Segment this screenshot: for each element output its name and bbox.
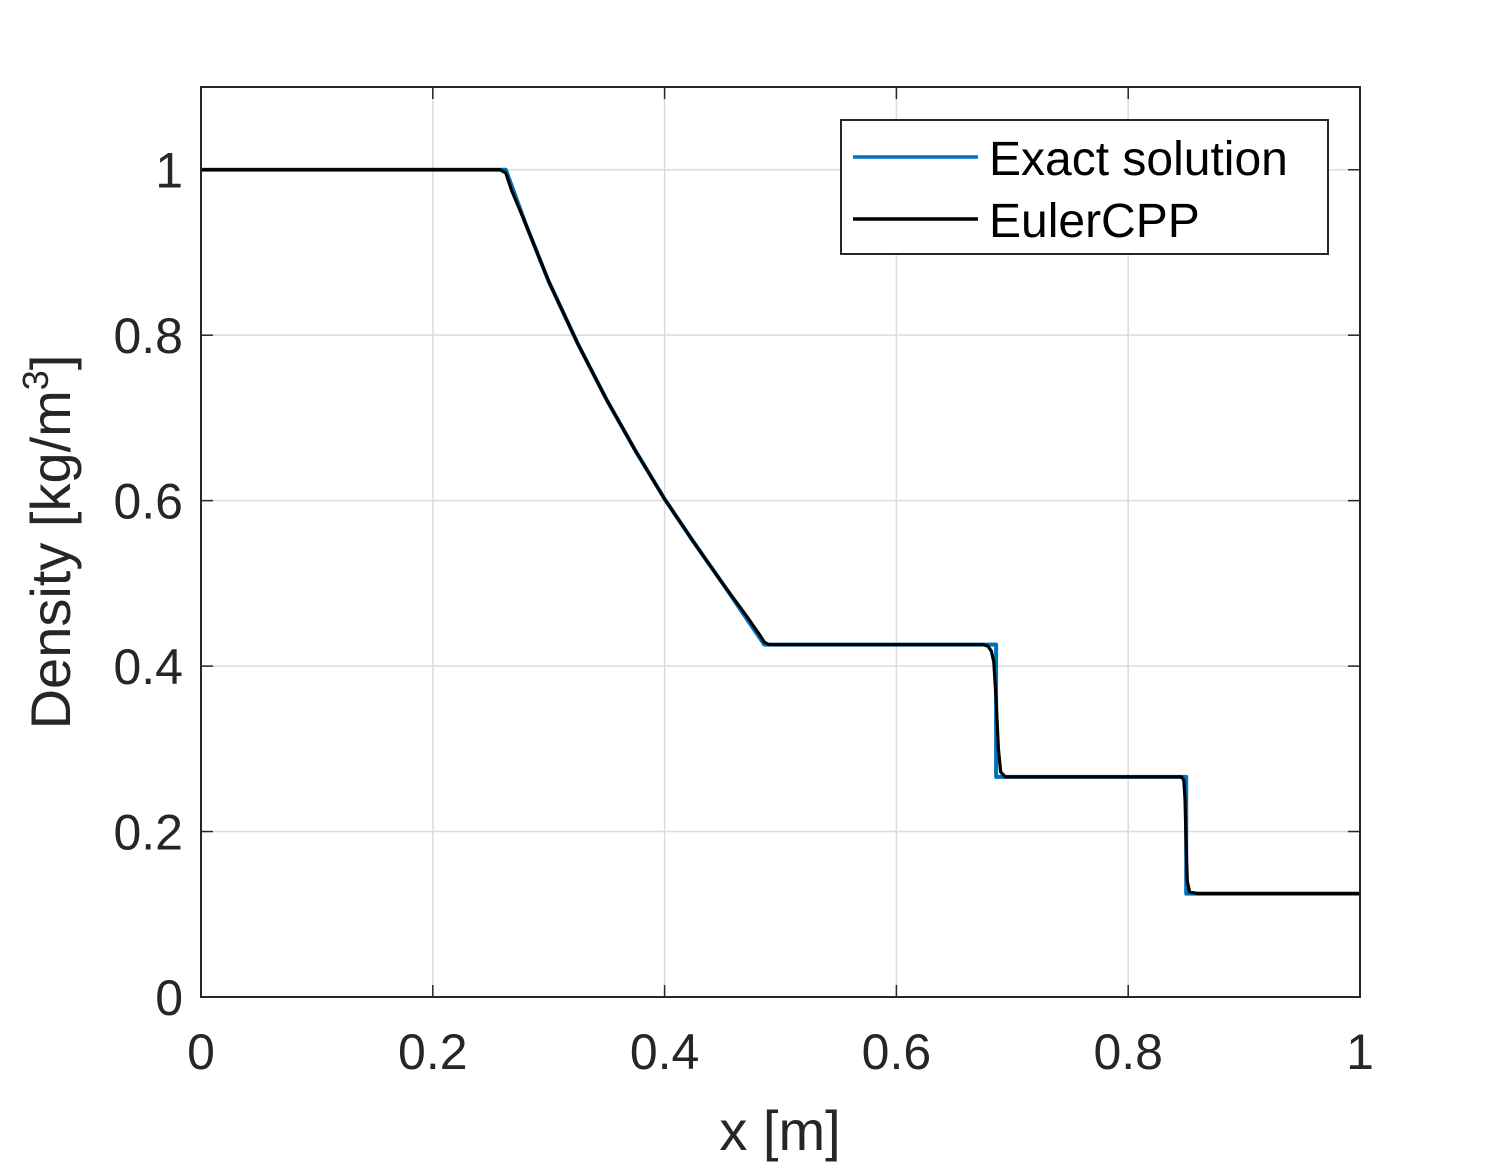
- y-axis-label-superscript: 3: [15, 370, 56, 390]
- y-axis-label-suffix: ]: [19, 355, 82, 371]
- y-axis-label: Density [kg/m3]: [15, 355, 82, 730]
- x-axis-label: x [m]: [719, 1099, 840, 1162]
- x-tick-label: 0.6: [862, 1024, 932, 1080]
- y-tick-label: 0: [155, 970, 183, 1026]
- legend-label-eulercpp: EulerCPP: [989, 195, 1200, 248]
- y-tick-label: 0.6: [113, 474, 183, 530]
- y-axis-label-main: Density [kg/m: [19, 390, 82, 729]
- x-tick-label: 0.8: [1093, 1024, 1163, 1080]
- x-tick-label: 0.4: [630, 1024, 700, 1080]
- legend: Exact solution EulerCPP: [840, 119, 1329, 255]
- y-tick-label: 0.8: [113, 308, 183, 364]
- y-tick-label: 0.4: [113, 639, 183, 695]
- series-line-eulercpp: [201, 168, 1360, 896]
- legend-label-exact-solution: Exact solution: [989, 133, 1288, 186]
- grid: [200, 87, 1361, 998]
- series-group: [201, 167, 1360, 896]
- x-tick-label: 0: [187, 1024, 215, 1080]
- axes-frame: [200, 86, 1361, 998]
- y-tick-label: 1: [155, 143, 183, 199]
- y-tick-label: 0.2: [113, 805, 183, 861]
- x-tick-label: 0.2: [398, 1024, 468, 1080]
- legend-box: [840, 119, 1329, 255]
- x-tick-label: 1: [1346, 1024, 1374, 1080]
- tick-labels: 0 0.2 0.4 0.6 0.8 1 0 0.2 0.4 0.6 0.8 1: [113, 143, 1373, 1080]
